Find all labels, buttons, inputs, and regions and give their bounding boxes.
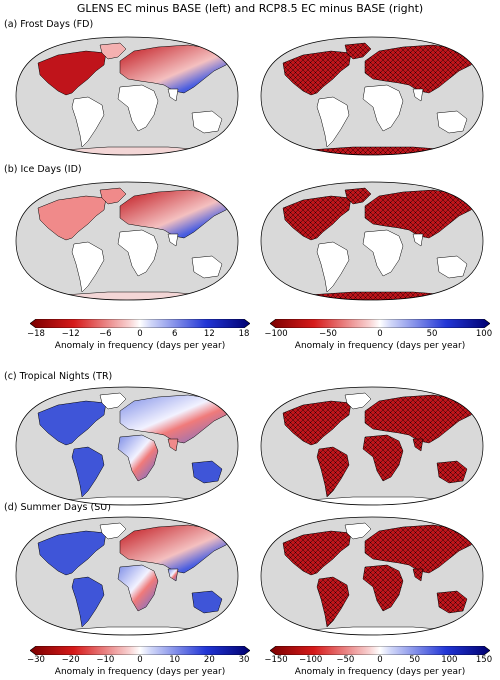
landmass-samerica — [316, 241, 350, 293]
colorbar-tick-label: −100 — [298, 655, 323, 665]
colorbar-tick-label: −18 — [27, 329, 45, 339]
figure-title: GLENS EC minus BASE (left) and RCP8.5 EC… — [76, 2, 424, 15]
landmass-greenland — [99, 187, 127, 205]
colorbar-tick-label: 10 — [169, 655, 181, 665]
map-tropical-nights-glens — [8, 385, 246, 507]
landmass-india — [167, 88, 179, 102]
colorbar-tick-label: −6 — [99, 329, 112, 339]
colorbar-label-top-left: Anomaly in frequency (days per year) — [54, 341, 226, 351]
landmass-africa — [362, 229, 404, 277]
landmass-australia — [436, 110, 468, 134]
colorbar-tick-label: 0 — [137, 655, 143, 665]
colorbar-tick-label: 50 — [409, 655, 421, 665]
landmass-africa — [117, 84, 159, 132]
colorbar-top-right — [270, 319, 490, 328]
colorbar-tick-label: 20 — [203, 655, 215, 665]
landmass-india — [167, 568, 179, 582]
landmass-greenland — [344, 522, 372, 540]
panel-label-summer-days: (d) Summer Days (SU) — [4, 502, 111, 513]
colorbar-bottom-left — [30, 646, 250, 655]
landmass-eurasia — [119, 189, 233, 239]
colorbar-tick-label: −10 — [96, 655, 115, 665]
landmass-africa — [117, 434, 159, 482]
landmass-namerica — [37, 530, 107, 576]
landmass-samerica — [71, 446, 105, 498]
landmass-samerica — [316, 96, 350, 148]
landmass-greenland — [99, 392, 127, 410]
landmass-australia — [191, 590, 223, 614]
landmass-eurasia — [119, 394, 233, 444]
map-summer-days-glens — [8, 515, 246, 637]
map-outline — [15, 386, 239, 506]
colorbar-tick-label: −100 — [264, 329, 288, 339]
map-outline — [15, 181, 239, 301]
colorbar-tick-label: 50 — [426, 329, 438, 339]
colorbar-tick-label: 6 — [171, 329, 178, 339]
map-ice-days-glens — [8, 180, 246, 302]
colorbar-tick-label: 18 — [238, 329, 250, 339]
map-outline — [260, 36, 484, 156]
panel-label-frost-days: (a) Frost Days (FD) — [4, 19, 94, 30]
colorbar-label-top-right: Anomaly in frequency (days per year) — [294, 341, 466, 351]
colorbar-tick-label: −20 — [61, 655, 80, 665]
colorbar-tick-label: 100 — [441, 655, 458, 665]
colorbar-tick-label: 100 — [475, 329, 493, 339]
colorbar-tick-label: 150 — [475, 655, 493, 665]
landmass-greenland — [344, 392, 372, 410]
landmass-eurasia — [119, 524, 233, 574]
map-outline — [15, 36, 239, 156]
map-ice-days-rcp85 — [253, 180, 491, 302]
colorbar-top-left — [30, 319, 250, 328]
map-outline — [260, 516, 484, 636]
landmass-africa — [362, 84, 404, 132]
colorbar-tick-label: −50 — [336, 655, 355, 665]
landmass-india — [167, 438, 179, 452]
landmass-samerica — [71, 576, 105, 628]
map-tropical-nights-rcp85 — [253, 385, 491, 507]
landmass-greenland — [99, 522, 127, 540]
landmass-india — [167, 233, 179, 247]
landmass-namerica — [37, 50, 107, 96]
landmass-australia — [191, 110, 223, 134]
landmass-india — [412, 88, 424, 102]
colorbar-tick-label: 0 — [377, 329, 383, 339]
colorbar-label-bottom-right: Anomaly in frequency (days per year) — [294, 667, 466, 677]
map-frost-days-glens — [8, 35, 246, 157]
landmass-eurasia — [119, 44, 233, 94]
landmass-australia — [191, 460, 223, 484]
map-outline — [260, 181, 484, 301]
colorbar-tick-label: −12 — [61, 329, 80, 339]
landmass-samerica — [71, 241, 105, 293]
panel-label-ice-days: (b) Ice Days (ID) — [4, 164, 82, 175]
landmass-namerica — [37, 400, 107, 446]
colorbar-bottom-right — [270, 646, 490, 655]
colorbar-tick-label: 0 — [137, 329, 143, 339]
map-frost-days-rcp85 — [253, 35, 491, 157]
colorbar-tick-label: −150 — [264, 655, 288, 665]
landmass-samerica — [71, 96, 105, 148]
map-outline — [15, 516, 239, 636]
landmass-australia — [436, 255, 468, 279]
colorbar-tick-label: 12 — [203, 329, 215, 339]
colorbar-tick-label: 0 — [377, 655, 383, 665]
colorbar-tick-label: 30 — [238, 655, 250, 665]
landmass-africa — [117, 229, 159, 277]
colorbar-tick-label: −30 — [27, 655, 45, 665]
colorbar-label-bottom-left: Anomaly in frequency (days per year) — [54, 667, 226, 677]
landmass-africa — [117, 564, 159, 612]
map-summer-days-rcp85 — [253, 515, 491, 637]
panel-label-tropical-nights: (c) Tropical Nights (TR) — [4, 371, 113, 382]
landmass-australia — [191, 255, 223, 279]
colorbar-tick-label: −50 — [319, 329, 337, 339]
landmass-namerica — [37, 195, 107, 241]
landmass-greenland — [99, 42, 127, 60]
landmass-india — [412, 233, 424, 247]
map-outline — [260, 386, 484, 506]
